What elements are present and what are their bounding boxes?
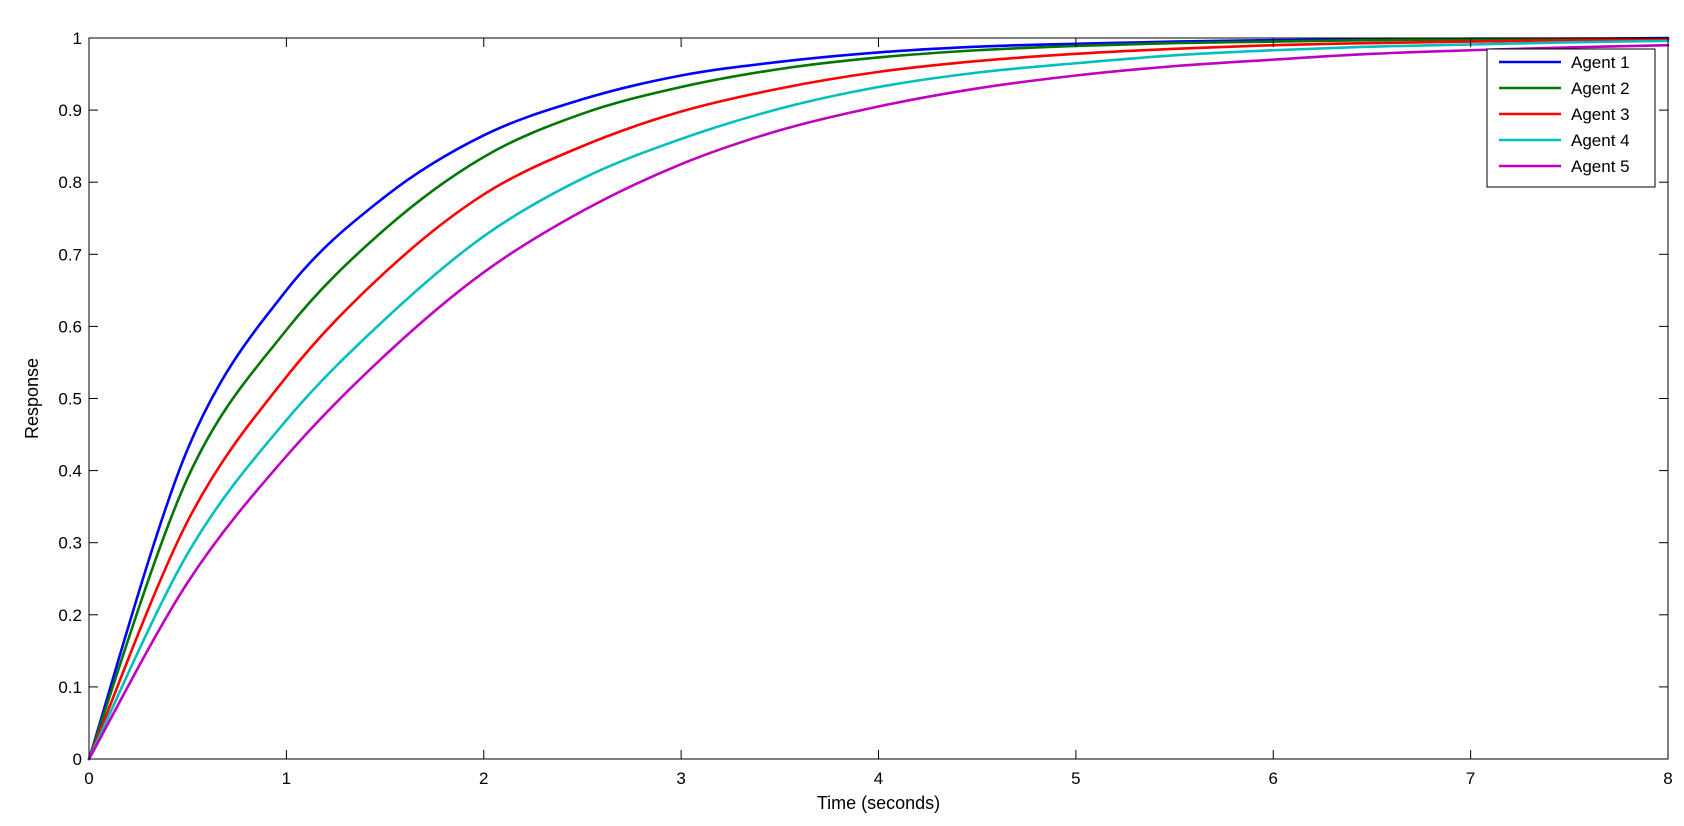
x-tick-label: 4 <box>874 769 883 788</box>
y-tick-label: 0.1 <box>58 678 82 697</box>
series-layer <box>87 36 1670 761</box>
y-tick-label: 0.5 <box>58 390 82 409</box>
plot-area <box>89 38 1668 759</box>
y-tick-label: 0.9 <box>58 101 82 120</box>
x-axis-label: Time (seconds) <box>817 793 940 813</box>
legend-label-agent-4: Agent 4 <box>1571 131 1630 150</box>
series-line-agent-3 <box>87 38 1670 761</box>
legend-label-agent-3: Agent 3 <box>1571 105 1630 124</box>
x-tick-label: 1 <box>282 769 291 788</box>
x-tick-label: 6 <box>1269 769 1278 788</box>
legend-label-agent-5: Agent 5 <box>1571 157 1630 176</box>
series-line-agent-5 <box>87 43 1670 761</box>
x-tick-label: 7 <box>1466 769 1475 788</box>
y-axis-label: Response <box>22 358 42 439</box>
x-tick-label: 8 <box>1663 769 1672 788</box>
y-tick-label: 1 <box>73 29 82 48</box>
legend: Agent 1 Agent 2 Agent 3 Agent 4 Agent 5 <box>1486 48 1656 188</box>
y-tick-label: 0.4 <box>58 462 82 481</box>
series-line-agent-2 <box>87 37 1670 761</box>
legend-box <box>1486 48 1656 188</box>
ticks-layer: 0 1 2 3 4 5 6 7 8 0 0.1 0.2 0.3 0.4 0.5 0.6 0.7 0.8 0.9 1 <box>58 29 1672 788</box>
x-tick-label: 2 <box>479 769 488 788</box>
series-line-agent-4 <box>87 39 1670 761</box>
legend-label-agent-1: Agent 1 <box>1571 53 1630 72</box>
y-tick-label: 0.6 <box>58 317 82 336</box>
x-tick-label: 5 <box>1071 769 1080 788</box>
y-tick-label: 0.3 <box>58 534 82 553</box>
y-tick-label: 0.2 <box>58 606 82 625</box>
y-tick-label: 0.8 <box>58 173 82 192</box>
legend-label-agent-2: Agent 2 <box>1571 79 1630 98</box>
y-tick-label: 0.7 <box>58 245 82 264</box>
y-tick-label: 0 <box>73 750 82 769</box>
x-tick-label: 3 <box>676 769 685 788</box>
x-tick-label: 0 <box>84 769 93 788</box>
